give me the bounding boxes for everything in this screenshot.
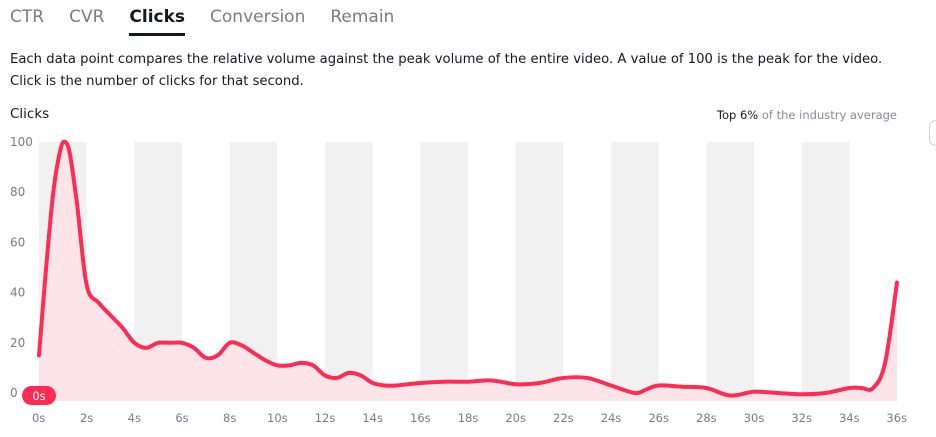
x-tick-label: 28s <box>696 411 717 425</box>
grid-band <box>801 142 850 393</box>
x-tick-label: 34s <box>839 411 860 425</box>
x-tick-label: 36s <box>886 411 907 425</box>
grid-band <box>325 142 373 393</box>
x-tick-label: 14s <box>362 411 383 425</box>
y-tick-label: 0 <box>10 386 18 400</box>
grid-band <box>515 142 564 393</box>
industry-comparison: Top 6% of the industry average <box>717 108 897 122</box>
x-tick-label: 26s <box>648 411 669 425</box>
tab-remain[interactable]: Remain <box>330 7 395 27</box>
x-tick-label: 0s <box>32 411 45 425</box>
tab-clicks[interactable]: Clicks <box>129 4 185 36</box>
x-tick-label: 18s <box>458 411 479 425</box>
x-tick-label: 20s <box>505 411 526 425</box>
x-tick-label: 16s <box>410 411 431 425</box>
x-tick-label: 2s <box>80 411 93 425</box>
y-tick-label: 100 <box>10 135 33 149</box>
x-tick-label: 8s <box>223 411 236 425</box>
x-tick-label: 24s <box>601 411 622 425</box>
x-tick-label: 10s <box>267 411 288 425</box>
chart-description: Each data point compares the relative vo… <box>10 52 883 89</box>
x-tick-label: 32s <box>791 411 812 425</box>
y-tick-label: 20 <box>10 336 25 350</box>
y-tick-label: 60 <box>10 235 25 249</box>
x-tick-label: 4s <box>128 411 141 425</box>
y-tick-label: 80 <box>10 185 25 199</box>
scroll-handle[interactable] <box>929 120 936 146</box>
series-line <box>37 139 899 398</box>
x-tick-label: 12s <box>315 411 336 425</box>
metric-tabs: CTR CVR Clicks Conversion Remain <box>10 4 419 36</box>
x-tick-label: 22s <box>553 411 574 425</box>
grid-band <box>706 142 754 393</box>
tab-conversion[interactable]: Conversion <box>210 7 306 27</box>
grid-band <box>611 142 659 393</box>
clicks-chart[interactable]: 0 20 40 60 80 100 0s 2s 4s 6s 8s 10s 12s 14s 16s 18s 20s… <box>0 130 936 437</box>
tab-cvr[interactable]: CVR <box>69 7 105 27</box>
chart-title: Clicks <box>10 106 50 122</box>
tab-ctr[interactable]: CTR <box>10 7 45 27</box>
playhead-time: 0s <box>32 389 45 403</box>
y-tick-label: 40 <box>10 286 25 300</box>
industry-rank: Top 6% <box>716 108 759 122</box>
playhead-marker <box>22 386 56 405</box>
grid-band <box>420 142 468 393</box>
x-tick-label: 30s <box>744 411 765 425</box>
x-tick-label: 6s <box>175 411 188 425</box>
industry-rank-suffix: of the industry average <box>758 108 897 122</box>
series-area <box>39 141 897 401</box>
